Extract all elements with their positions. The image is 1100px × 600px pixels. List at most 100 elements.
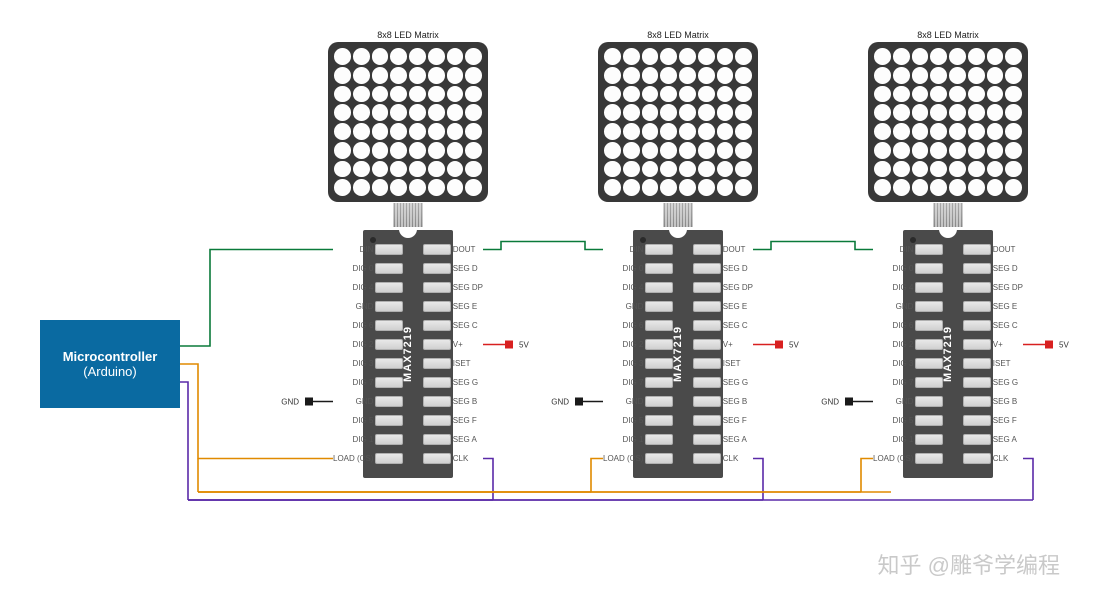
pin-label: SEG G [453, 378, 478, 387]
pin-label: DOUT [993, 245, 1016, 254]
pin-label: SEG B [993, 397, 1017, 406]
led-dot [735, 123, 752, 140]
microcontroller-block: Microcontroller (Arduino) [40, 320, 180, 408]
led-dot [447, 48, 464, 65]
led-dot [642, 86, 659, 103]
led-dot [698, 104, 715, 121]
max7219-module: 8x8 LED MatrixMAX7219DINDIG 0DIG 4GNDDIG… [868, 30, 1028, 202]
led-dot [353, 48, 370, 65]
pin-label: SEG A [723, 435, 747, 444]
pin-label: SEG E [723, 302, 747, 311]
led-dot [353, 179, 370, 196]
led-dot [968, 142, 985, 159]
led-dot [428, 67, 445, 84]
led-dot [968, 179, 985, 196]
pin-label: ISET [993, 359, 1011, 368]
led-dot [428, 104, 445, 121]
pin-label: SEG F [723, 416, 747, 425]
led-dot [930, 104, 947, 121]
led-dot [874, 86, 891, 103]
led-dot [604, 179, 621, 196]
pin-stub [963, 415, 991, 426]
pin-label: SEG C [453, 321, 478, 330]
pins-left: DINDIG 0DIG 4GNDDIG 6DIG 2DIG 3DIG 7GNDD… [333, 240, 405, 468]
pin-label: DIG 3 [623, 359, 644, 368]
led-dot [447, 86, 464, 103]
led-dot [409, 86, 426, 103]
led-dot [353, 104, 370, 121]
pin-label: DOUT [453, 245, 476, 254]
led-dot [735, 179, 752, 196]
svg-text:5V: 5V [1059, 341, 1069, 350]
led-dot [334, 123, 351, 140]
led-dot [428, 123, 445, 140]
led-dot [893, 48, 910, 65]
led-dot [390, 67, 407, 84]
pin-label: SEG C [723, 321, 748, 330]
led-dot [968, 123, 985, 140]
led-dot [353, 123, 370, 140]
led-dot [465, 179, 482, 196]
led-matrix [598, 42, 758, 202]
pin-stub [915, 396, 943, 407]
led-dot [372, 86, 389, 103]
led-dot [604, 86, 621, 103]
led-dot [390, 142, 407, 159]
pin-stub [645, 282, 673, 293]
pin-stub [693, 415, 721, 426]
pin-stub [375, 263, 403, 274]
led-dot [679, 67, 696, 84]
led-dot [409, 142, 426, 159]
pin-stub [915, 282, 943, 293]
led-dot [334, 179, 351, 196]
led-dot [968, 104, 985, 121]
pin-label: LOAD (CS) [603, 454, 643, 463]
led-dot [930, 48, 947, 65]
pin-stub [375, 377, 403, 388]
pin-label: DIG 6 [893, 321, 914, 330]
pin-label: SEG B [723, 397, 747, 406]
pin-stub [375, 453, 403, 464]
led-dot [623, 104, 640, 121]
led-dot [428, 48, 445, 65]
led-dot [949, 142, 966, 159]
led-dot [987, 179, 1004, 196]
led-dot [334, 86, 351, 103]
led-dot [409, 161, 426, 178]
led-dot [623, 86, 640, 103]
pin-label: CLK [453, 454, 469, 463]
led-dot [1005, 123, 1022, 140]
pin-label: V+ [993, 340, 1003, 349]
led-dot [930, 123, 947, 140]
led-dot [334, 161, 351, 178]
led-dot [465, 161, 482, 178]
led-dot [893, 161, 910, 178]
pin-stub [423, 263, 451, 274]
watermark-text: 知乎 @雕爷学编程 [878, 548, 1060, 580]
pin-stub [915, 244, 943, 255]
pin-stub [915, 453, 943, 464]
pin-stub [693, 301, 721, 312]
led-dot [447, 179, 464, 196]
led-dot [642, 67, 659, 84]
pin-label: DIN [630, 245, 644, 254]
led-dot [372, 67, 389, 84]
led-dot [353, 161, 370, 178]
led-dot [372, 123, 389, 140]
led-dot [912, 179, 929, 196]
pin-stub [375, 358, 403, 369]
pin-stub [645, 377, 673, 388]
led-dot [604, 67, 621, 84]
led-dot [642, 48, 659, 65]
pin-stub [915, 415, 943, 426]
led-dot [623, 123, 640, 140]
led-dot [949, 86, 966, 103]
pin-stub [693, 358, 721, 369]
led-dot [893, 123, 910, 140]
led-dot [698, 142, 715, 159]
led-dot [353, 142, 370, 159]
pins-right: DOUTSEG DSEG DPSEG ESEG CV+ISETSEG GSEG … [421, 240, 483, 468]
pin-label: DIG 1 [893, 435, 914, 444]
led-dot [949, 179, 966, 196]
pin-label: DIG 5 [623, 416, 644, 425]
